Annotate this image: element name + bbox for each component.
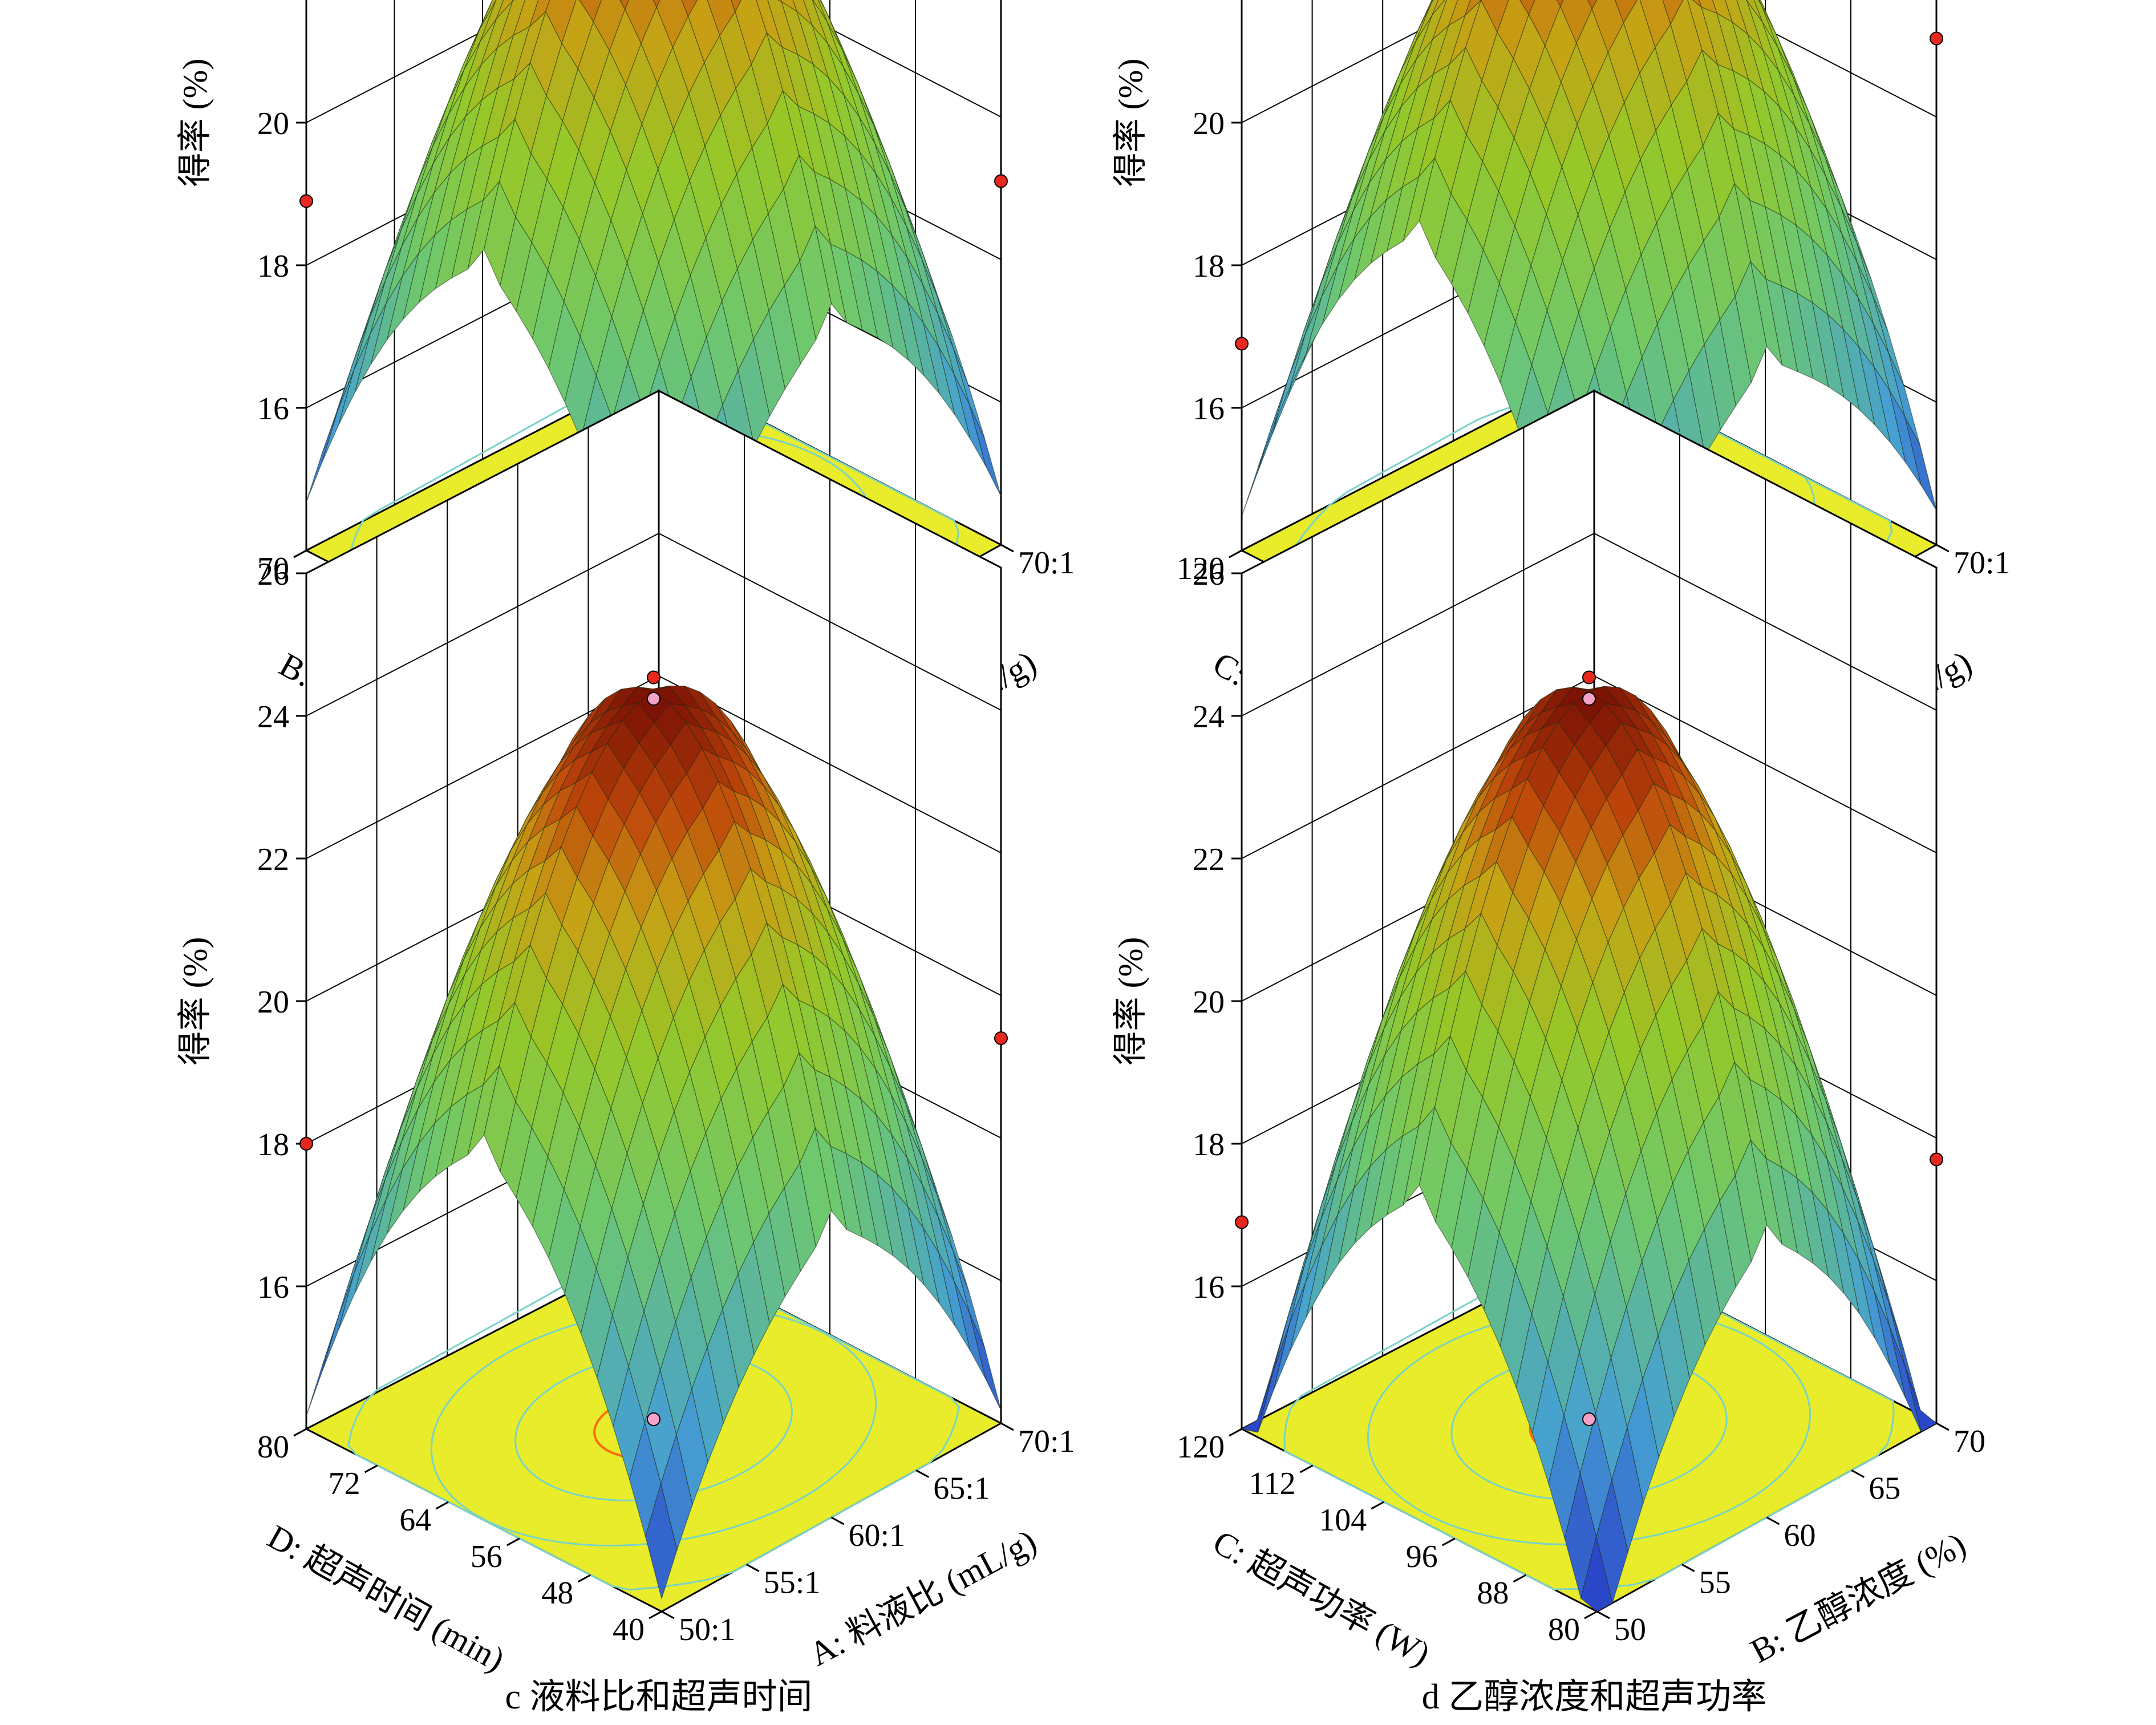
z-tick-label: 16 (257, 1270, 289, 1305)
z-axis: 16 18 20 22 24 26 得率 (%) (176, 557, 307, 1429)
y-tick-label: 80 (1548, 1612, 1580, 1647)
y-tick-label: 72 (329, 1466, 360, 1501)
design-point (1930, 31, 1943, 46)
design-point (1582, 670, 1596, 685)
z-tick-label: 18 (1193, 1127, 1225, 1163)
y-axis-title: C: 超声功率 (W) (1207, 1523, 1436, 1673)
z-tick-label: 16 (1193, 1270, 1225, 1305)
z-axis: 16 18 20 22 24 26 得率 (%) (1112, 557, 1243, 1429)
x-tick-label: 65 (1869, 1471, 1900, 1507)
panel-c: 16 18 20 22 24 26 得率 (%) 50:1 55:1 60:1 65:1 70:1 A:… (176, 389, 1075, 1716)
x-tick-label: 55 (1699, 1565, 1731, 1601)
x-axis-title: A: 料液比 (mL/g) (803, 1522, 1042, 1673)
panel-caption: d 乙醇浓度和超声功率 (1422, 1678, 1767, 1716)
z-tick-label: 18 (1193, 249, 1225, 284)
design-point (1235, 337, 1249, 351)
x-tick-label: 70:1 (1018, 545, 1075, 581)
x-axis-title: B: 乙醇浓度 (%) (1744, 1525, 1972, 1670)
panel-d: 16 18 20 22 24 26 得率 (%) 50 55 60 65 70 B: 乙醇浓度 (%) 8… (1112, 389, 1985, 1716)
surface-cell (1580, 1537, 1613, 1612)
design-point (299, 194, 313, 208)
z-tick-label: 20 (257, 106, 289, 141)
y-tick-label: 104 (1319, 1503, 1367, 1538)
z-axis-title: 得率 (%) (176, 59, 214, 187)
x-tick-label: 70:1 (1954, 545, 2011, 581)
design-point (1235, 1215, 1249, 1229)
x-tick-label: 50 (1614, 1612, 1646, 1647)
y-tick-label: 70 (257, 551, 289, 586)
x-tick-label: 65:1 (933, 1471, 990, 1507)
x-tick-label: 70 (1954, 1424, 1985, 1459)
z-axis-title: 得率 (%) (1112, 59, 1149, 187)
y-tick-label: 120 (1177, 1430, 1225, 1465)
z-tick-label: 20 (1193, 106, 1225, 141)
surface-cell (653, 0, 661, 9)
response-surface (1241, 686, 1938, 1612)
y-tick-label: 120 (1177, 551, 1225, 586)
design-point (994, 1031, 1008, 1045)
z-tick-label: 20 (1193, 985, 1225, 1020)
z-axis-title: 得率 (%) (1112, 937, 1149, 1066)
design-points (299, 670, 1008, 1426)
design-point (647, 670, 660, 685)
z-tick-label: 18 (257, 249, 289, 284)
surface-cell (1587, 0, 1598, 10)
y-tick-label: 80 (257, 1430, 289, 1465)
z-tick-label: 22 (257, 842, 289, 877)
panel-caption: c 液料比和超声时间 (505, 1678, 812, 1716)
y-tick-label: 112 (1249, 1466, 1296, 1501)
x-tick-label: 55:1 (764, 1565, 821, 1601)
x-tick-label: 70:1 (1018, 1424, 1075, 1459)
design-points (1235, 670, 1943, 1426)
surface-cell (619, 0, 630, 10)
z-tick-label: 20 (257, 985, 289, 1020)
y-tick-label: 64 (399, 1503, 431, 1538)
design-point (1930, 1152, 1943, 1167)
design-point (994, 174, 1008, 188)
z-tick-label: 26 (1193, 557, 1225, 592)
z-tick-label: 26 (257, 557, 289, 592)
z-tick-label: 22 (1193, 842, 1225, 877)
surface-cell (1519, 0, 1535, 16)
response-surface (306, 685, 1002, 1600)
y-tick-label: 96 (1406, 1539, 1438, 1574)
z-tick-label: 18 (257, 1127, 289, 1163)
z-tick-label: 24 (1193, 699, 1225, 735)
design-point-base (1582, 1412, 1596, 1426)
design-point (299, 1137, 313, 1151)
design-point (1582, 692, 1596, 706)
y-tick-label: 40 (613, 1612, 645, 1647)
y-tick-label: 88 (1477, 1576, 1509, 1611)
design-point-base (647, 1412, 660, 1426)
surface-cell (645, 1482, 678, 1600)
z-tick-label: 16 (257, 391, 289, 427)
z-tick-label: 16 (1193, 391, 1225, 427)
surface-cell (681, 0, 698, 17)
y-tick-label: 48 (541, 1576, 573, 1611)
x-tick-label: 60 (1784, 1518, 1816, 1553)
x-tick-label: 50:1 (679, 1612, 736, 1647)
surface-cell (1557, 0, 1564, 7)
y-tick-label: 56 (471, 1539, 502, 1574)
surface-cell (730, 0, 742, 13)
z-tick-label: 24 (257, 699, 289, 735)
z-axis-title: 得率 (%) (176, 937, 214, 1066)
design-point (647, 692, 660, 706)
x-tick-label: 60:1 (849, 1518, 906, 1553)
